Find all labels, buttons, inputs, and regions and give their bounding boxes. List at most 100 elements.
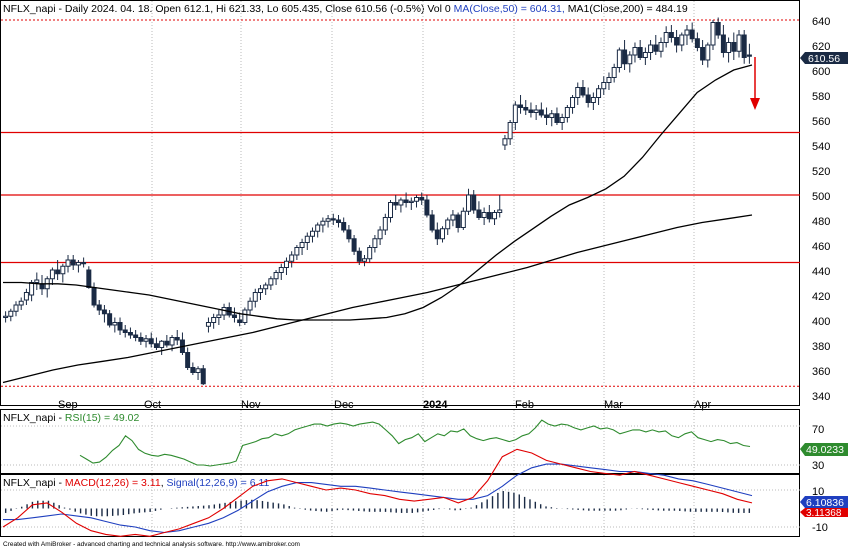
candle-body — [23, 292, 29, 301]
candle-body — [29, 282, 35, 296]
price-y-tick: 640 — [812, 16, 830, 28]
candle-body — [523, 107, 529, 111]
candle-body — [694, 38, 700, 48]
candle-body — [408, 200, 414, 203]
candle-body — [528, 109, 534, 113]
x-label-mar: Mar — [604, 399, 623, 411]
candle-body — [159, 340, 165, 348]
candle-body — [627, 54, 633, 65]
candle-body — [549, 113, 555, 118]
candle-body — [445, 219, 451, 230]
candle-body — [393, 202, 399, 206]
candle-body — [242, 309, 248, 323]
candle-body — [585, 94, 591, 103]
candle-body — [205, 322, 211, 327]
candle-body — [320, 220, 326, 226]
candle-body — [570, 97, 576, 108]
price-y-tick: 480 — [812, 216, 830, 228]
candle-body — [278, 267, 284, 273]
candle-body — [715, 22, 721, 36]
candle-body — [315, 224, 321, 232]
candle-body — [450, 214, 456, 221]
candle-body — [195, 368, 201, 373]
candle-body — [127, 332, 133, 336]
price-y-tick: 360 — [812, 366, 830, 378]
candle-body — [596, 88, 602, 98]
rsi-header-prefix: NFLX_napi - — [3, 412, 65, 424]
x-label-2024: 2024 — [423, 399, 448, 411]
candle-body — [684, 29, 690, 36]
price-x-axis: Sep Oct Nov Dec 2024 Feb Mar Apr — [58, 399, 711, 411]
price-y-tick: 420 — [812, 291, 830, 303]
candle-body — [91, 287, 97, 306]
candle-body — [575, 87, 581, 98]
price-y-axis: 640 620 600 580 560 540 520 500 480 460 … — [812, 16, 830, 403]
candle-body — [414, 197, 420, 202]
candle-body — [216, 314, 222, 318]
candle-body — [86, 269, 92, 288]
candle-body — [367, 247, 373, 260]
candle-body — [325, 218, 331, 222]
candle-body — [746, 54, 752, 57]
candle-body — [507, 122, 513, 140]
footer-text: Created with AmiBroker - advanced charti… — [3, 541, 300, 548]
candle-body — [741, 34, 747, 58]
candle-body — [257, 288, 263, 293]
macd-line — [2, 448, 753, 537]
candle-body — [705, 44, 711, 61]
macd-header-sep: , — [161, 477, 167, 489]
rsi-y-tick: 30 — [812, 460, 824, 472]
macd-panel-header: NFLX_napi - MACD(12,26) = 3.11, Signal(1… — [3, 477, 270, 489]
rsi-y-tick: 70 — [812, 424, 824, 436]
candle-body — [559, 117, 565, 123]
candle-body — [382, 217, 388, 231]
candle-body — [590, 97, 596, 103]
price-header-text: NFLX_napi - Daily 2024. 04. 18. Open 612… — [3, 3, 454, 15]
candle-body — [289, 254, 295, 262]
candle-body — [622, 49, 628, 65]
candle-body — [518, 104, 524, 108]
candle-body — [492, 212, 498, 220]
rsi-header-value: RSI(15) = 49.02 — [65, 412, 140, 424]
candle-body — [544, 114, 550, 118]
candlesticks — [3, 17, 752, 385]
ma50-header: MA(Close,50) = 604.31, — [454, 3, 568, 15]
candle-body — [247, 300, 253, 311]
candle-body — [642, 52, 648, 58]
candle-body — [700, 47, 706, 61]
signal-value: 6.10836 — [806, 497, 844, 509]
candle-body — [335, 219, 341, 223]
candle-body — [283, 260, 289, 268]
candle-body — [185, 352, 191, 368]
candle-body — [174, 337, 180, 341]
candle-body — [55, 269, 61, 275]
candle-body — [512, 104, 518, 123]
candle-body — [419, 197, 425, 201]
candle-body — [138, 337, 144, 342]
rsi-value: 49.0233 — [806, 444, 844, 456]
candle-body — [674, 37, 680, 46]
candle-body — [372, 238, 378, 248]
macd-y-tick: -10 — [812, 522, 828, 534]
candle-body — [648, 44, 654, 53]
price-y-tick: 600 — [812, 66, 830, 78]
x-label-feb: Feb — [515, 399, 534, 411]
candle-body — [148, 338, 154, 345]
candle-body — [580, 87, 586, 96]
ma200-header: MA1(Close,200) = 484.19 — [568, 3, 688, 15]
rsi-panel-header: NFLX_napi - RSI(15) = 49.02 — [3, 412, 139, 424]
candle-body — [434, 229, 440, 240]
candle-body — [153, 343, 159, 348]
candle-body — [554, 113, 560, 123]
candle-body — [497, 209, 503, 213]
price-y-tick: 400 — [812, 316, 830, 328]
macd-panel-frame — [0, 474, 800, 537]
candle-body — [616, 49, 622, 68]
candle-body — [169, 337, 175, 346]
candle-body — [34, 279, 40, 283]
price-y-tick: 460 — [812, 241, 830, 253]
candle-body — [710, 22, 716, 46]
candle-body — [18, 300, 24, 306]
candle-body — [637, 47, 643, 58]
